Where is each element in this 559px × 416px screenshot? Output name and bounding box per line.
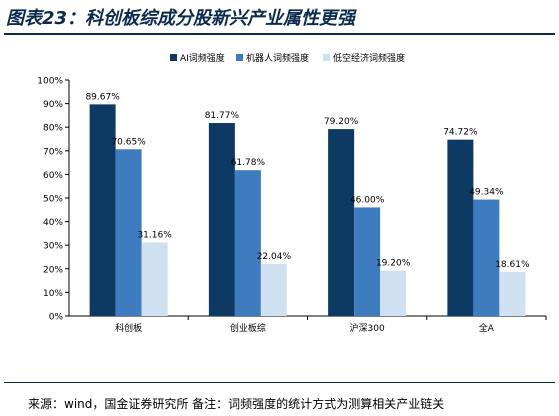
legend-swatch (170, 54, 177, 61)
figure-title: 图表23：科创板综成分股新兴产业属性更强 (6, 8, 356, 29)
x-tick-label: 科创板 (115, 322, 142, 334)
x-tick-label: 全A (479, 322, 495, 334)
bar (473, 199, 500, 316)
bar (499, 272, 526, 316)
bar (447, 139, 474, 316)
legend-swatch (236, 54, 243, 61)
data-label: 46.00% (350, 195, 385, 205)
y-tick-label: 0% (49, 313, 64, 323)
y-tick-label: 60% (43, 171, 63, 181)
y-tick-label: 80% (43, 124, 63, 134)
bar (208, 123, 235, 316)
data-label: 79.20% (324, 117, 359, 127)
bar (328, 129, 355, 316)
bar (234, 170, 261, 316)
legend-swatch (323, 54, 330, 61)
x-tick-label: 沪深300 (350, 322, 385, 334)
bar (380, 270, 407, 316)
legend: AI词频强度 机器人词频强度 低空经济词频强度 (170, 52, 405, 64)
y-tick-label: 90% (43, 100, 63, 110)
data-labels: 89.67% 70.65% 31.16% 81.77% 61.78% 22.04% 79.2… (85, 92, 530, 270)
bars (89, 104, 526, 316)
y-tick-label: 100% (37, 77, 63, 87)
y-tick-label: 70% (43, 147, 63, 157)
y-tick-label: 50% (43, 195, 63, 205)
bar (354, 207, 381, 316)
data-label: 22.04% (257, 252, 292, 262)
source-note: 来源：wind，国金证券研究所 备注：词频强度的统计方式为测算相关产业链关 (28, 397, 445, 411)
data-label: 31.16% (137, 230, 172, 240)
data-label: 81.77% (205, 111, 240, 121)
y-tick-label: 10% (43, 289, 63, 299)
data-label: 89.67% (85, 92, 120, 102)
data-label: 61.78% (231, 158, 266, 168)
bar (260, 263, 287, 316)
x-tick-label: 创业板综 (230, 322, 266, 334)
bar (115, 149, 142, 316)
legend-label: 低空经济词频强度 (333, 52, 405, 64)
data-label: 18.61% (495, 260, 530, 270)
data-label: 74.72% (443, 128, 478, 138)
bar (89, 104, 116, 316)
legend-label: 机器人词频强度 (246, 52, 309, 64)
data-label: 19.20% (376, 259, 411, 269)
data-label: 49.34% (469, 188, 504, 198)
footer-rule (4, 382, 555, 383)
title-rule (4, 33, 555, 35)
y-tick-label: 20% (43, 265, 63, 275)
bar-chart: AI词频强度 机器人词频强度 低空经济词频强度 0% 10% 20% 30% 40% 50% 6… (37, 52, 547, 334)
y-tick-label: 40% (43, 218, 63, 228)
legend-label: AI词频强度 (180, 52, 225, 64)
data-label: 70.65% (111, 137, 146, 147)
y-tick-label: 30% (43, 242, 63, 252)
bar (141, 242, 168, 316)
